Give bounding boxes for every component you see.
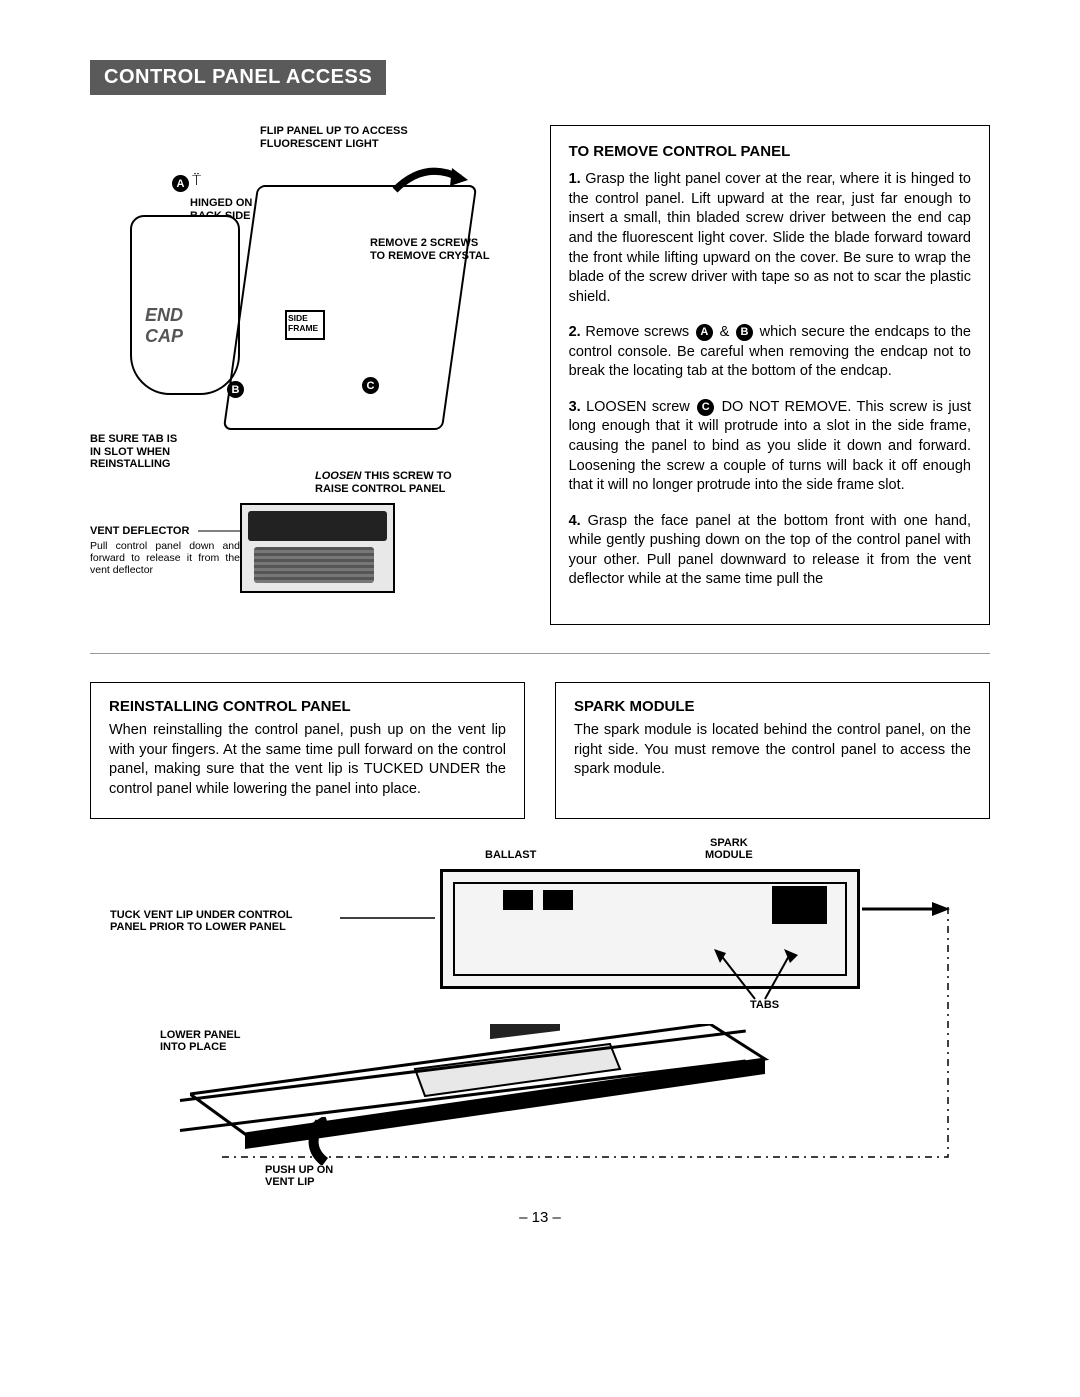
reinstall-title: REINSTALLING CONTROL PANEL bbox=[109, 697, 506, 717]
reinstall-body: When reinstalling the control panel, pus… bbox=[109, 721, 506, 799]
page-number: – 13 – bbox=[90, 1209, 990, 1226]
callout-c-icon: C bbox=[362, 377, 379, 394]
label-tab-note: BE SURE TAB IS IN SLOT WHEN REINSTALLING bbox=[90, 433, 177, 471]
label-vent-deflector: VENT DEFLECTOR bbox=[90, 525, 189, 538]
inset-photo bbox=[240, 503, 395, 593]
top-row: FLIP PANEL UP TO ACCESS FLUORESCENT LIGH… bbox=[90, 125, 990, 625]
diagram-2: BALLAST SPARK MODULE TUCK VENT LIP UNDER… bbox=[90, 829, 990, 1199]
label-end-cap: END CAP bbox=[145, 305, 183, 347]
label-flip: FLIP PANEL UP TO ACCESS FLUORESCENT LIGH… bbox=[260, 125, 408, 150]
divider bbox=[90, 653, 990, 654]
step-4-text: Grasp the face panel at the bottom front… bbox=[569, 513, 971, 588]
inline-c-icon: C bbox=[697, 399, 714, 416]
label-push: PUSH UP ON VENT LIP bbox=[265, 1164, 333, 1189]
label-ballast: BALLAST bbox=[485, 849, 536, 862]
panel-outline bbox=[223, 185, 477, 430]
label-spark: SPARK MODULE bbox=[705, 837, 753, 862]
step-2a: Remove screws bbox=[585, 324, 694, 340]
diagram-1: FLIP PANEL UP TO ACCESS FLUORESCENT LIGH… bbox=[90, 125, 530, 625]
spark-title: SPARK MODULE bbox=[574, 697, 971, 717]
callout-b-icon: B bbox=[227, 381, 244, 398]
remove-panel-box: TO REMOVE CONTROL PANEL 1. Grasp the lig… bbox=[550, 125, 990, 625]
step-2b: & bbox=[715, 324, 734, 340]
inline-a-icon: A bbox=[696, 324, 713, 341]
label-pull-note: Pull control panel down and forward to r… bbox=[90, 540, 240, 576]
loosen-word: LOOSEN bbox=[315, 470, 361, 482]
push-arrow-icon bbox=[295, 1117, 355, 1165]
spark-box: SPARK MODULE The spark module is located… bbox=[555, 682, 990, 819]
label-lower: LOWER PANEL INTO PLACE bbox=[160, 1029, 240, 1054]
step-2: 2. Remove screws A & B which secure the … bbox=[569, 323, 971, 382]
step-4: 4. Grasp the face panel at the bottom fr… bbox=[569, 512, 971, 590]
leader-line-icon bbox=[198, 527, 243, 537]
step-3a: LOOSEN screw bbox=[586, 399, 695, 415]
inline-b-icon: B bbox=[736, 324, 753, 341]
step-3: 3. LOOSEN screw C DO NOT REMOVE. This sc… bbox=[569, 398, 971, 496]
step-1-text: Grasp the light panel cover at the rear,… bbox=[569, 171, 971, 304]
screw-icon: ⍡ bbox=[192, 172, 201, 189]
callout-a-icon: A bbox=[172, 175, 189, 192]
spark-body: The spark module is located behind the c… bbox=[574, 721, 971, 780]
reinstall-box: REINSTALLING CONTROL PANEL When reinstal… bbox=[90, 682, 525, 819]
label-loosen: LOOSEN THIS SCREW TO RAISE CONTROL PANEL bbox=[315, 470, 452, 495]
step-1: 1. Grasp the light panel cover at the re… bbox=[569, 170, 971, 307]
mid-row: REINSTALLING CONTROL PANEL When reinstal… bbox=[90, 682, 990, 819]
section-title: CONTROL PANEL ACCESS bbox=[90, 60, 386, 95]
curve-arrow-icon bbox=[390, 160, 470, 200]
remove-title: TO REMOVE CONTROL PANEL bbox=[569, 142, 971, 162]
